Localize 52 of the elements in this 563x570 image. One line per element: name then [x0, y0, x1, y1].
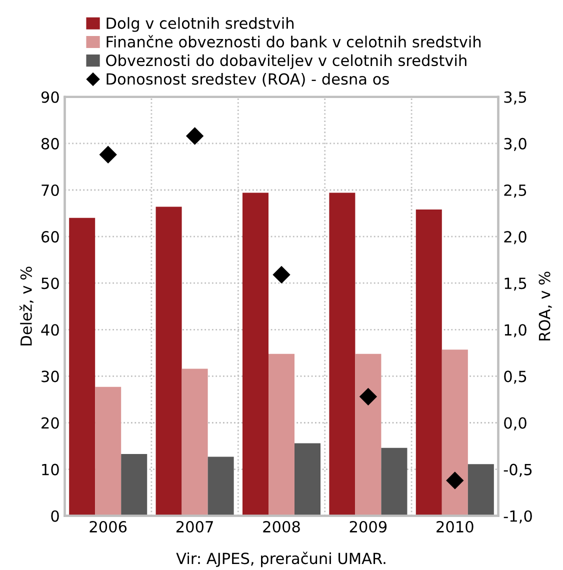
y-tick-label: 40: [41, 324, 59, 336]
y2-tick-label: 0,0: [504, 417, 526, 430]
bar: [294, 443, 321, 516]
y2-axis-title: ROA, v %: [538, 272, 552, 340]
bar: [442, 350, 468, 516]
y2-tick-label: -1,0: [504, 510, 532, 524]
bar: [121, 454, 148, 516]
bar: [468, 464, 494, 516]
y-axis-title: Delež, v %: [19, 266, 34, 346]
x-tick-label: 2009: [350, 520, 387, 533]
x-tick-label: 2007: [176, 520, 213, 533]
y2-tick-label: 1,5: [504, 278, 526, 291]
y-tick-label: 70: [42, 184, 59, 196]
y-tick-label: 0: [51, 510, 59, 522]
legend-label: Finančne obveznosti do bank v celotnih sredstvih: [106, 35, 481, 48]
point: [100, 146, 117, 164]
bar: [355, 354, 382, 516]
bar: [156, 206, 182, 516]
bar: [208, 456, 234, 516]
y2-tick-label: 2,5: [504, 184, 526, 198]
bar: [182, 368, 208, 516]
y2-tick-label: 1,0: [504, 324, 526, 338]
y2-tick-label: 3,0: [504, 138, 526, 152]
bar: [381, 448, 408, 516]
bar: [416, 210, 442, 516]
x-tick-label: 2006: [90, 520, 127, 533]
point: [446, 472, 464, 490]
y2-tick-label: 3,5: [504, 91, 526, 104]
y-tick-label: 60: [42, 231, 59, 243]
y-tick-label: 20: [42, 417, 59, 429]
bar: [69, 218, 96, 516]
bar: [329, 192, 356, 516]
x-tick-label: 2010: [436, 520, 474, 533]
y-tick-label: 80: [41, 138, 59, 150]
bar: [268, 354, 295, 516]
legend-label: Obveznosti do dobaviteljev v celotnih sredstvih: [106, 54, 466, 70]
y-tick-label: 10: [42, 464, 59, 476]
point: [360, 388, 377, 406]
text: Vir: AJPES, preračuni UMAR.: [176, 552, 386, 568]
y2-tick-label: 0,5: [504, 370, 526, 384]
y-tick-label: 50: [42, 278, 59, 290]
legend-label: Dolg v celotnih sredstvih: [106, 17, 294, 32]
bar: [95, 386, 122, 516]
y2-tick-label: -0,5: [504, 464, 532, 477]
point: [186, 127, 204, 145]
bar: [242, 192, 268, 516]
x-tick-label: 2008: [263, 520, 300, 533]
y-tick-label: 30: [42, 370, 59, 382]
legend-label: Donosnost sredstev (ROA) - desna os: [106, 72, 389, 87]
y-tick-label: 90: [41, 91, 59, 103]
y2-tick-label: 2,0: [504, 231, 526, 244]
point: [272, 266, 290, 284]
